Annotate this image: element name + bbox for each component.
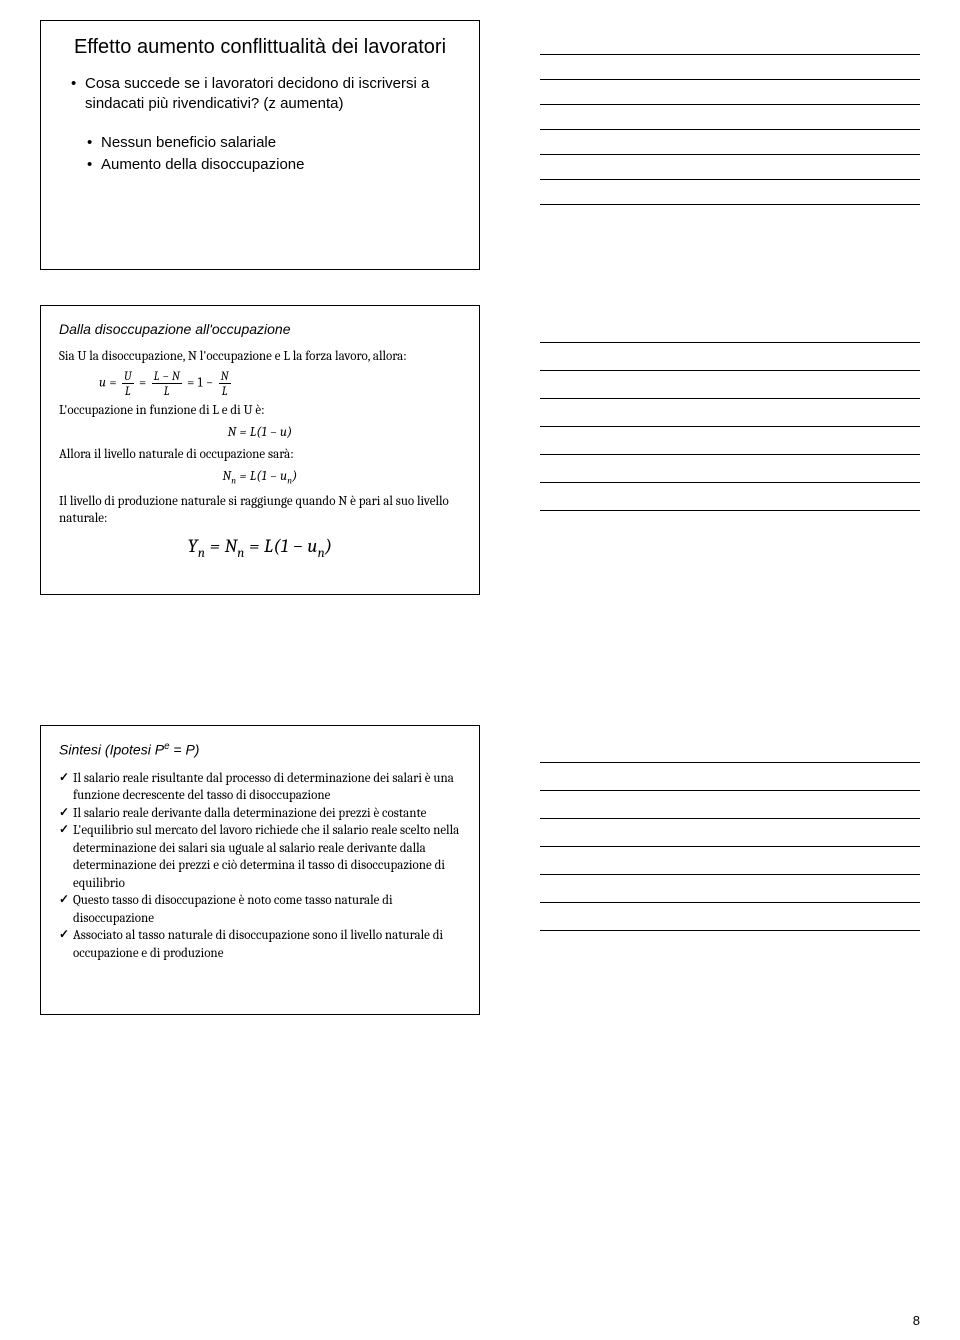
box3-item-0: Il salario reale risultante dal processo…	[59, 770, 461, 805]
box3-title-prefix: Sintesi (Ipotesi P	[59, 742, 164, 758]
note-line	[540, 399, 920, 427]
left-col-2: Dalla disoccupazione all'occupazione Sia…	[40, 305, 480, 595]
box2-title: Dalla disoccupazione all'occupazione	[59, 320, 461, 339]
box1-title: Effetto aumento conflittualità dei lavor…	[59, 35, 461, 60]
right-col-2	[540, 305, 920, 595]
box2-eq3: Nn = L(1 − un)	[59, 468, 461, 488]
note-line	[540, 847, 920, 875]
box2-eq4: Yn = Nn = L(1 − un)	[59, 534, 461, 563]
box3-item-4: Associato al tasso naturale di disoccupa…	[59, 927, 461, 962]
note-line	[540, 455, 920, 483]
right-col-1	[540, 20, 920, 270]
note-line	[540, 483, 920, 511]
note-line	[540, 819, 920, 847]
note-lines-2	[540, 315, 920, 511]
note-line	[540, 180, 920, 205]
box3-title: Sintesi (Ipotesi Pe = P)	[59, 740, 461, 760]
page-number: 8	[913, 1313, 920, 1328]
box1-bullets: Cosa succede se i lavoratori decidono di…	[59, 74, 461, 115]
note-line	[540, 371, 920, 399]
box1-sub-1: Aumento della disoccupazione	[89, 155, 461, 175]
note-line	[540, 30, 920, 55]
box3-title-suffix: = P)	[170, 742, 200, 758]
box1-sub-bullets: Nessun beneficio salariale Aumento della…	[59, 133, 461, 176]
box2-line2: L'occupazione in funzione di L e di U è:	[59, 403, 461, 420]
note-line	[540, 315, 920, 343]
box1-bullet-0: Cosa succede se i lavoratori decidono di…	[73, 74, 461, 115]
box2-eq1: u = UL = L − NL = 1 − NL	[59, 370, 461, 397]
box1-sub-0: Nessun beneficio salariale	[89, 133, 461, 153]
box-sintesi: Sintesi (Ipotesi Pe = P) Il salario real…	[40, 725, 480, 1015]
note-line	[540, 427, 920, 455]
row-2: Dalla disoccupazione all'occupazione Sia…	[40, 305, 920, 595]
box3-list: Il salario reale risultante dal processo…	[59, 770, 461, 963]
note-line	[540, 343, 920, 371]
box3-item-3: Questo tasso di disoccupazione è noto co…	[59, 892, 461, 927]
box2-line4: Il livello di produzione naturale si rag…	[59, 494, 461, 528]
note-line	[540, 80, 920, 105]
note-lines-3	[540, 735, 920, 931]
note-line	[540, 55, 920, 80]
note-line	[540, 130, 920, 155]
row-1: Effetto aumento conflittualità dei lavor…	[40, 20, 920, 270]
left-col-3: Sintesi (Ipotesi Pe = P) Il salario real…	[40, 725, 480, 1015]
note-line	[540, 875, 920, 903]
box-occupazione: Dalla disoccupazione all'occupazione Sia…	[40, 305, 480, 595]
box3-item-1: Il salario reale derivante dalla determi…	[59, 805, 461, 823]
note-lines-1	[540, 30, 920, 205]
page: Effetto aumento conflittualità dei lavor…	[0, 0, 960, 1340]
box3-item-2: L'equilibrio sul mercato del lavoro rich…	[59, 822, 461, 892]
note-line	[540, 155, 920, 180]
box2-line3: Allora il livello naturale di occupazion…	[59, 447, 461, 464]
box-effetto: Effetto aumento conflittualità dei lavor…	[40, 20, 480, 270]
row-3: Sintesi (Ipotesi Pe = P) Il salario real…	[40, 725, 920, 1015]
note-line	[540, 105, 920, 130]
box2-line1: Sia U la disoccupazione, N l'occupazione…	[59, 349, 461, 366]
note-line	[540, 903, 920, 931]
right-col-3	[540, 725, 920, 1015]
left-col-1: Effetto aumento conflittualità dei lavor…	[40, 20, 480, 270]
note-line	[540, 763, 920, 791]
box2-eq2: N = L(1 − u)	[59, 424, 461, 442]
note-line	[540, 791, 920, 819]
note-line	[540, 735, 920, 763]
